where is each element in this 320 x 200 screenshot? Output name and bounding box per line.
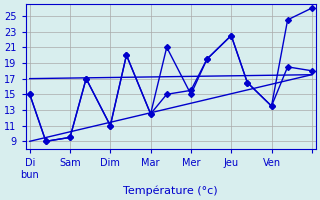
X-axis label: Température (°c): Température (°c) bbox=[124, 185, 218, 196]
